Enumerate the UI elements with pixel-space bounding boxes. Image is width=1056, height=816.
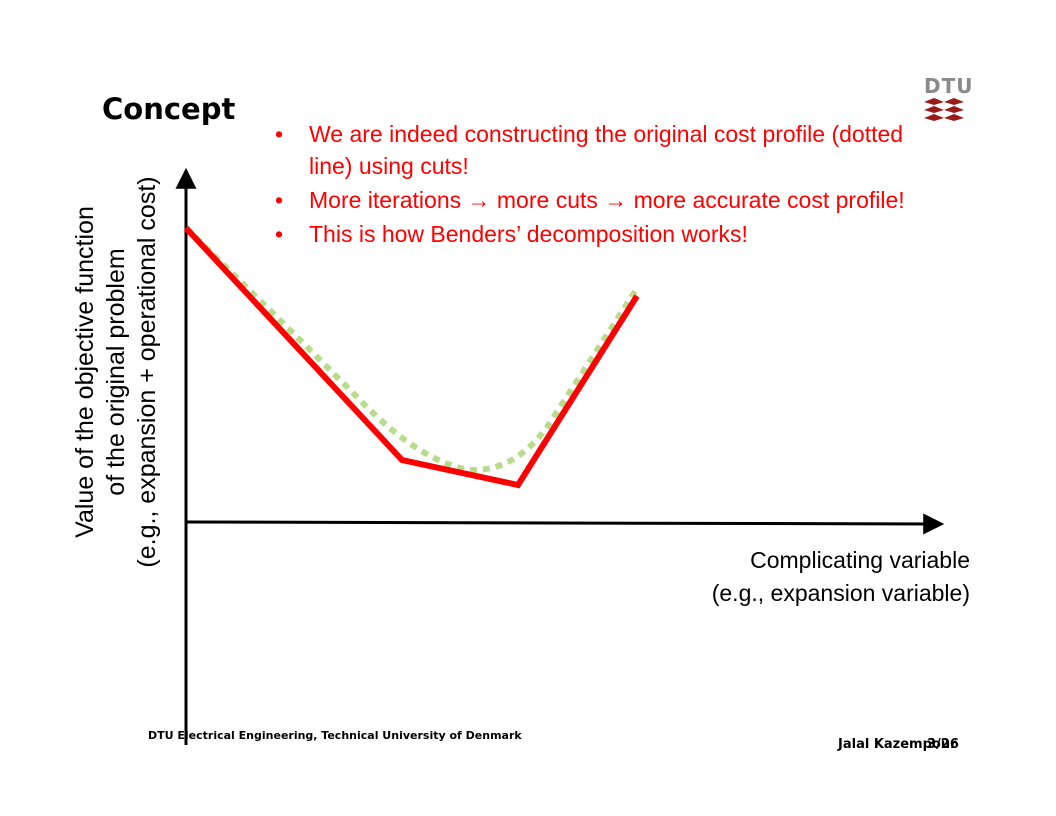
y-axis-label-line: Value of the objective function — [71, 206, 99, 538]
logo-text: DTU — [924, 74, 974, 98]
bullet-item: We are indeed constructing the original … — [275, 118, 935, 182]
dtu-logo-icon — [924, 98, 964, 121]
y-axis-label-line: (e.g., expansion + operational cost) — [133, 176, 161, 568]
original-cost-profile-dotted — [183, 225, 639, 474]
bullet-list: We are indeed constructing the original … — [275, 118, 935, 252]
x-axis-label-line: (e.g., expansion variable) — [711, 580, 970, 606]
bullet-item: More iterations → more cuts → more accur… — [275, 184, 935, 216]
x-axis-label-line: Complicating variable — [750, 547, 970, 573]
footer-author: Jalal Kazempour — [838, 737, 957, 752]
bullet-item: This is how Benders’ decomposition works… — [275, 218, 935, 250]
x-axis — [185, 513, 945, 535]
y-axis-label-line: of the original problem — [102, 248, 130, 496]
slide-title: Concept — [102, 92, 236, 126]
benders-cuts-line — [183, 225, 640, 489]
page-number: 3/26 — [927, 737, 959, 752]
y-axis-label: Value of the objective function of the o… — [70, 152, 163, 592]
footer-institution: DTU Electrical Engineering, Technical Un… — [148, 729, 522, 742]
dtu-logo: DTU — [922, 74, 973, 129]
x-axis-label: Complicating variable (e.g., expansion v… — [640, 544, 970, 610]
